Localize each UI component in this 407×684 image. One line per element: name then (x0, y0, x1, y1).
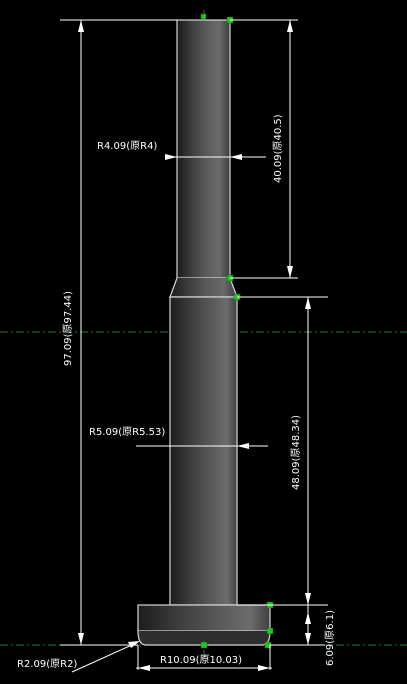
dimension-upper-radius[interactable]: R4.09(原R4) (97, 140, 266, 160)
dimension-base-radius[interactable]: R10.09(原10.03) (136, 645, 272, 671)
middle-length-label: 48.09(原48.34) (290, 415, 302, 490)
grip-base-mid[interactable] (266, 627, 274, 635)
shaft-part[interactable] (137, 19, 271, 646)
upper-cylinder[interactable] (177, 20, 230, 278)
middle-cylinder[interactable] (170, 297, 237, 605)
upper-radius-label: R4.09(原R4) (97, 140, 157, 152)
grip-top-axis[interactable] (200, 13, 207, 20)
middle-radius-label: R5.09(原R5.53) (89, 426, 165, 438)
dimension-base-height[interactable]: 6.09(原6.1) (270, 605, 336, 666)
dimension-total-length[interactable]: 97.09(原97.44) (60, 19, 177, 646)
dimension-middle-length[interactable]: 48.09(原48.34) (237, 296, 328, 606)
total-length-label: 97.09(原97.44) (62, 291, 74, 366)
dimension-fillet-radius[interactable]: R2.09(原R2) (17, 641, 140, 673)
upper-length-label: 40.09(原40.5) (272, 114, 284, 183)
base-flange[interactable] (138, 605, 270, 631)
base-height-label: 6.09(原6.1) (324, 610, 336, 666)
base-radius-label: R10.09(原10.03) (160, 654, 242, 666)
base-fillet[interactable] (138, 631, 270, 645)
taper-transition[interactable] (170, 278, 237, 297)
fillet-radius-label: R2.09(原R2) (17, 658, 77, 670)
dimension-middle-radius[interactable]: R5.09(原R5.53) (89, 426, 268, 449)
dimension-upper-length[interactable]: 40.09(原40.5) (230, 19, 298, 279)
grip-axis-bottom[interactable] (200, 641, 208, 649)
